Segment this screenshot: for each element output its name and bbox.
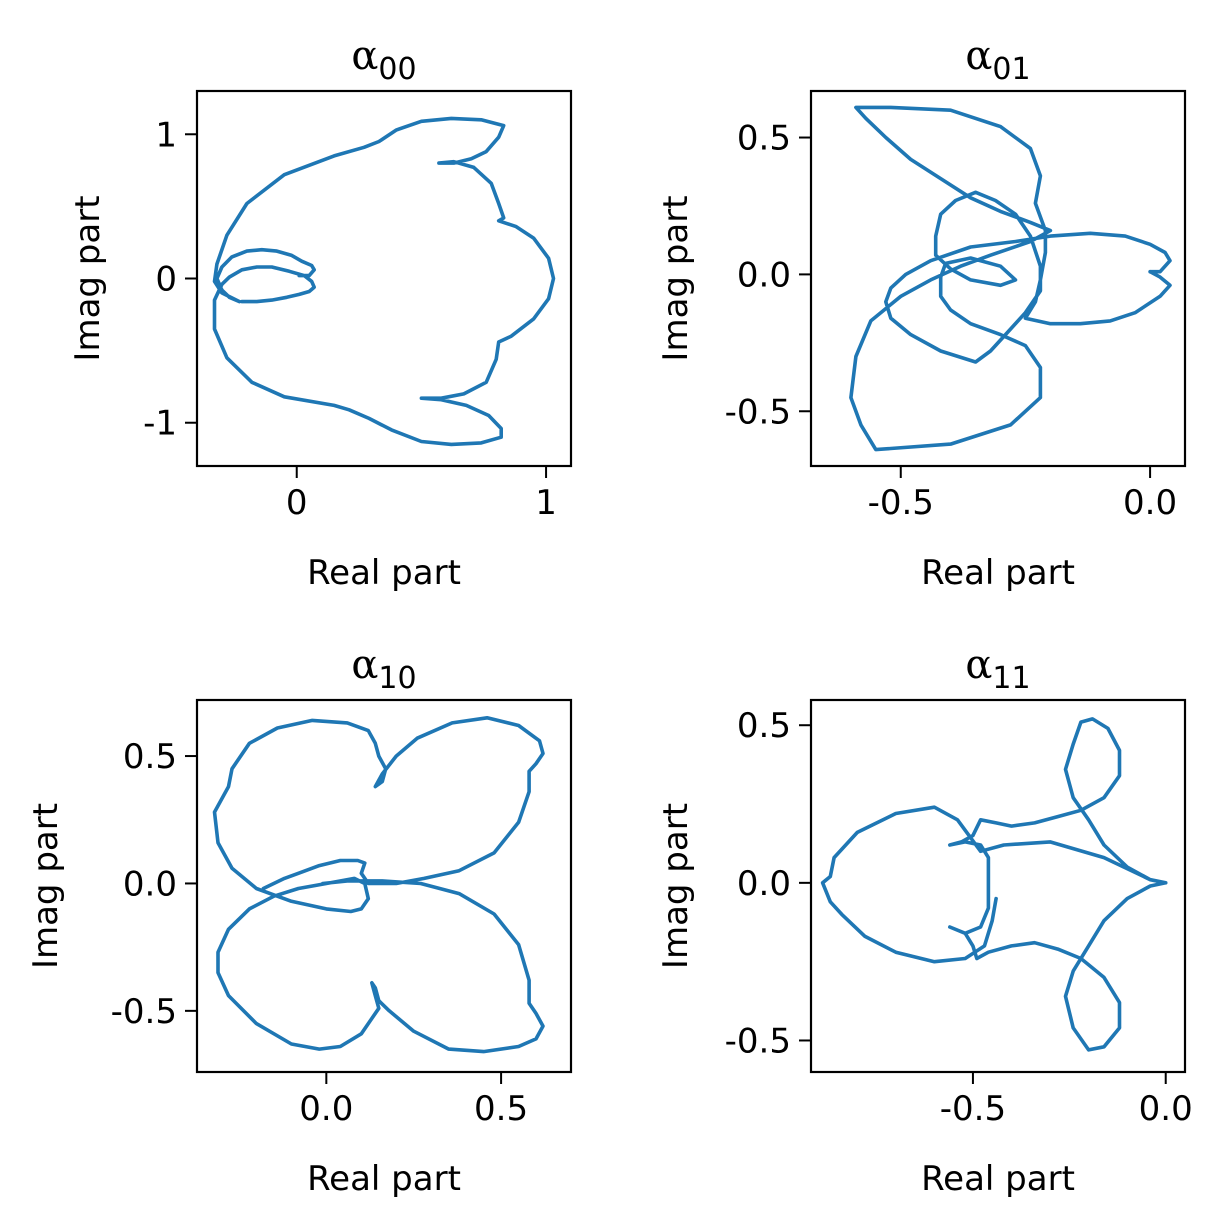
chart-alpha01-xtick-label: -0.5 [868,483,934,523]
chart-alpha11-title-subscript: 11 [992,661,1030,696]
chart-alpha10-xlabel: Real part [307,1159,461,1199]
chart-alpha11-ytick-label: 0.0 [737,864,791,904]
chart-alpha00: 0 1 -1 0 1 Real part Imag part α00 [68,33,573,593]
chart-alpha10: 0.0 0.5 -0.5 0.0 0.5 Real part Imag part α10 [26,642,573,1199]
chart-alpha01-xtick-label: 0.0 [1123,483,1177,523]
chart-alpha10-ylabel: Imag part [26,803,66,969]
chart-alpha00-series-line [212,116,556,447]
chart-alpha01-axes-frame [809,89,1187,468]
chart-alpha00-ylabel: Imag part [68,195,108,361]
chart-alpha00-ytick-label: 1 [155,115,177,155]
chart-alpha00-ytick-label: 0 [155,260,177,300]
chart-alpha01-ytick-label: 0.0 [737,255,791,295]
chart-alpha00-title: α00 [351,33,416,87]
chart-alpha11-title-symbol: α [965,642,992,688]
chart-alpha11-xtick-label: -0.5 [940,1089,1006,1129]
chart-alpha11-ytick-label: -0.5 [725,1021,791,1061]
chart-alpha11-axes-frame [809,698,1187,1074]
chart-alpha10-title-subscript: 10 [378,661,416,696]
chart-alpha01: -0.5 0.0 -0.5 0.0 0.5 Real part Imag part α01 [656,33,1187,593]
chart-alpha01-title: α01 [965,33,1030,87]
chart-alpha00-title-symbol: α [351,33,378,79]
chart-alpha10-xtick-label: 0.5 [474,1089,528,1129]
chart-alpha01-ylabel: Imag part [656,195,696,361]
chart-alpha10-ytick-label: -0.5 [111,992,177,1032]
chart-alpha11-xlabel: Real part [921,1159,1075,1199]
chart-alpha11-series-line [820,717,1168,1052]
chart-alpha01-ytick-label: 0.5 [737,119,791,159]
chart-alpha00-title-subscript: 00 [378,52,416,87]
chart-alpha00-xtick-label: 1 [535,483,557,523]
chart-alpha01-title-subscript: 01 [992,52,1030,87]
chart-alpha00-ytick-label: -1 [143,404,177,444]
chart-alpha10-title: α10 [351,642,416,696]
chart-alpha01-title-symbol: α [965,33,992,79]
chart-alpha01-series-line [849,105,1172,452]
chart-alpha01-xlabel: Real part [921,553,1075,593]
chart-alpha10-xtick-label: 0.0 [299,1089,353,1129]
chart-alpha11-ytick-label: 0.5 [737,706,791,746]
chart-alpha10-ytick-label: 0.5 [123,737,177,777]
chart-alpha00-xtick-label: 0 [286,483,308,523]
chart-alpha00-xlabel: Real part [307,553,461,593]
chart-alpha10-title-symbol: α [351,642,378,688]
chart-alpha10-axes-frame [195,698,573,1074]
chart-alpha11: -0.5 0.0 -0.5 0.0 0.5 Real part Imag part α11 [656,642,1193,1199]
chart-alpha01-ytick-label: -0.5 [725,392,791,432]
chart-alpha11-title: α11 [965,642,1030,696]
chart-alpha10-series-line [212,716,545,1054]
chart-alpha11-ylabel: Imag part [656,803,696,969]
chart-alpha10-ytick-label: 0.0 [123,864,177,904]
chart-alpha11-xtick-label: 0.0 [1139,1089,1193,1129]
